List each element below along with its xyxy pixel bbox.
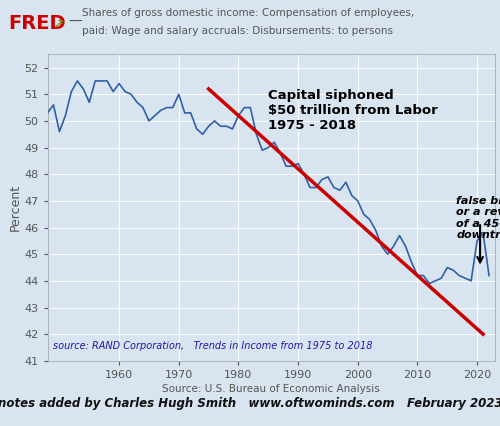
Text: —: — <box>68 15 82 29</box>
Text: notes added by Charles Hugh Smith   www.oftwominds.com   February 2023: notes added by Charles Hugh Smith www.of… <box>0 397 500 410</box>
Text: false breakout
or a reversal
of a 45-year
downtrend?: false breakout or a reversal of a 45-yea… <box>456 196 500 240</box>
Text: Shares of gross domestic income: Compensation of employees,: Shares of gross domestic income: Compens… <box>82 8 414 18</box>
Y-axis label: Percent: Percent <box>8 184 22 231</box>
Text: Source: U.S. Bureau of Economic Analysis: Source: U.S. Bureau of Economic Analysis <box>162 384 380 394</box>
Text: Capital siphoned
$50 trillion from Labor
1975 - 2018: Capital siphoned $50 trillion from Labor… <box>268 89 438 132</box>
Text: FRED: FRED <box>8 14 66 33</box>
Text: paid: Wage and salary accruals: Disbursements: to persons: paid: Wage and salary accruals: Disburse… <box>82 26 393 36</box>
Text: source: RAND Corporation,   Trends in Income from 1975 to 2018: source: RAND Corporation, Trends in Inco… <box>54 342 373 351</box>
Text: ↗: ↗ <box>52 16 64 30</box>
